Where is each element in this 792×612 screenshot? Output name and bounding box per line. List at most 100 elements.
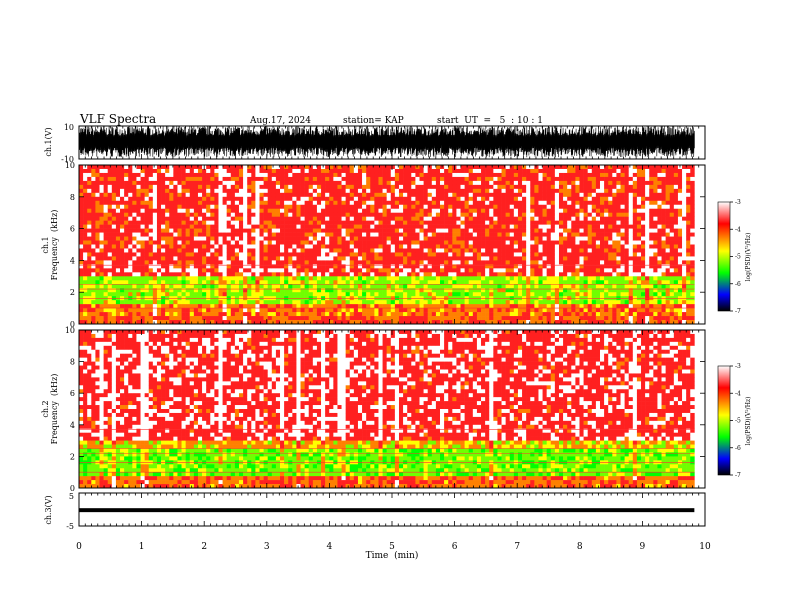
spectrogram-cell [304, 240, 310, 245]
spectrogram-cell [460, 216, 465, 221]
spectrogram-cell [185, 304, 191, 309]
spectrogram-cell [378, 192, 383, 198]
spectrogram-cell [238, 252, 244, 257]
spectrogram-cell [542, 224, 547, 229]
spectrogram-cell [386, 192, 392, 198]
spectrogram-cell [79, 264, 84, 269]
spectrogram-cell [509, 232, 515, 237]
spectrogram-cell [263, 232, 269, 237]
spectrogram-cell [497, 184, 502, 190]
spectrogram-cell [152, 276, 158, 281]
spectrogram-cell [362, 220, 367, 225]
spectrogram-cell [435, 176, 441, 182]
spectrogram-cell [292, 180, 297, 186]
spectrogram-cell [542, 232, 547, 237]
spectrogram-cell [321, 216, 326, 221]
spectrogram-cell [140, 228, 145, 233]
spectrogram-cell [481, 172, 486, 178]
spectrogram-cell [526, 180, 531, 186]
spectrogram-cell [284, 228, 289, 233]
spectrogram-cell [489, 280, 494, 285]
spectrogram-cell [280, 188, 285, 194]
spectrogram-cell [87, 188, 92, 194]
spectrogram-cell [337, 240, 342, 245]
spectrogram-cell [398, 280, 404, 285]
ch1-ylabel: ch.1(V) [44, 127, 53, 156]
spectrogram-cell [513, 320, 519, 325]
spectrogram-cell [144, 312, 150, 317]
spectrogram-cell [292, 276, 297, 281]
spectrogram-cell [234, 268, 240, 273]
spectrogram-cell [111, 196, 117, 202]
spectrogram-cell [230, 304, 236, 309]
spectrogram-cell [448, 216, 453, 221]
spectrogram-cell [546, 264, 552, 269]
spectrogram-cell [423, 308, 428, 313]
spectrogram-cell [243, 176, 248, 182]
spectrogram-cell [124, 220, 129, 225]
spectrogram-cell [284, 165, 289, 170]
spectrogram-cell [448, 200, 453, 206]
spectrogram-cell [308, 240, 314, 245]
spectrogram-cell [325, 280, 330, 285]
spectrogram-cell [382, 236, 387, 241]
spectrogram-cell [538, 216, 543, 221]
spectrogram-cell [538, 308, 543, 313]
spectrogram-cell [444, 284, 449, 289]
spectrogram-cell [468, 236, 474, 241]
spectrogram-cell [267, 240, 273, 245]
spectrogram-cell [165, 300, 170, 305]
spectrogram-cell [431, 304, 437, 309]
spectrogram-cell [214, 232, 219, 237]
spectrogram-cell [542, 192, 547, 198]
spectrogram-cell [103, 172, 109, 178]
spectrogram-cell [403, 256, 408, 261]
spectrogram-cell [329, 256, 334, 261]
spectrogram-cell [522, 308, 527, 313]
spectrogram-cell [152, 212, 158, 217]
spectrogram-cell [128, 204, 133, 210]
spectrogram-cell [538, 240, 543, 245]
spectrogram-cell [312, 172, 318, 178]
spectrogram-cell [444, 268, 449, 273]
spectrogram-cell [456, 240, 461, 245]
spectrogram-cell [288, 232, 293, 237]
spectrogram-cell [513, 252, 519, 257]
spectrogram-cell [321, 276, 326, 281]
spectrogram-cell [394, 248, 400, 253]
spectrogram-cell [452, 260, 457, 265]
spectrogram-cell [505, 212, 511, 217]
spectrogram-cell [128, 188, 133, 194]
spectrogram-cell [440, 244, 445, 249]
spectrogram-cell [304, 292, 310, 297]
spectrogram-cell [222, 268, 227, 273]
spectrogram-cell [95, 260, 100, 265]
spectrogram-cell [111, 200, 117, 206]
spectrogram-cell [558, 216, 564, 221]
spectrogram-cell [509, 268, 515, 273]
spectrogram-cell [263, 256, 269, 261]
spectrogram-cell [448, 165, 453, 170]
spectrogram-cell [538, 208, 543, 213]
spectrogram-cell [124, 184, 129, 190]
spectrogram-cell [526, 304, 531, 309]
spectrogram-cell [349, 200, 355, 206]
spectrogram-cell [407, 316, 412, 321]
spectrogram-cell [156, 165, 162, 170]
spectrogram-cell [357, 272, 363, 277]
spectrogram-cell [345, 192, 351, 198]
spectrogram-cell [234, 208, 240, 213]
spectrogram-cell [275, 232, 281, 237]
spectrogram-cell [374, 212, 379, 217]
spectrogram-cell [91, 292, 96, 297]
spectrogram-cell [435, 240, 441, 245]
spectrogram-cell [280, 316, 285, 321]
spectrogram-cell [103, 184, 109, 190]
spectrogram-cell [197, 224, 203, 229]
spectrogram-cell [247, 280, 252, 285]
spectrogram-cell [288, 312, 293, 317]
spectrogram-cell [423, 320, 428, 325]
spectrogram-cell [144, 284, 150, 289]
spectrogram-cell [485, 252, 490, 257]
spectrogram-cell [538, 168, 543, 174]
